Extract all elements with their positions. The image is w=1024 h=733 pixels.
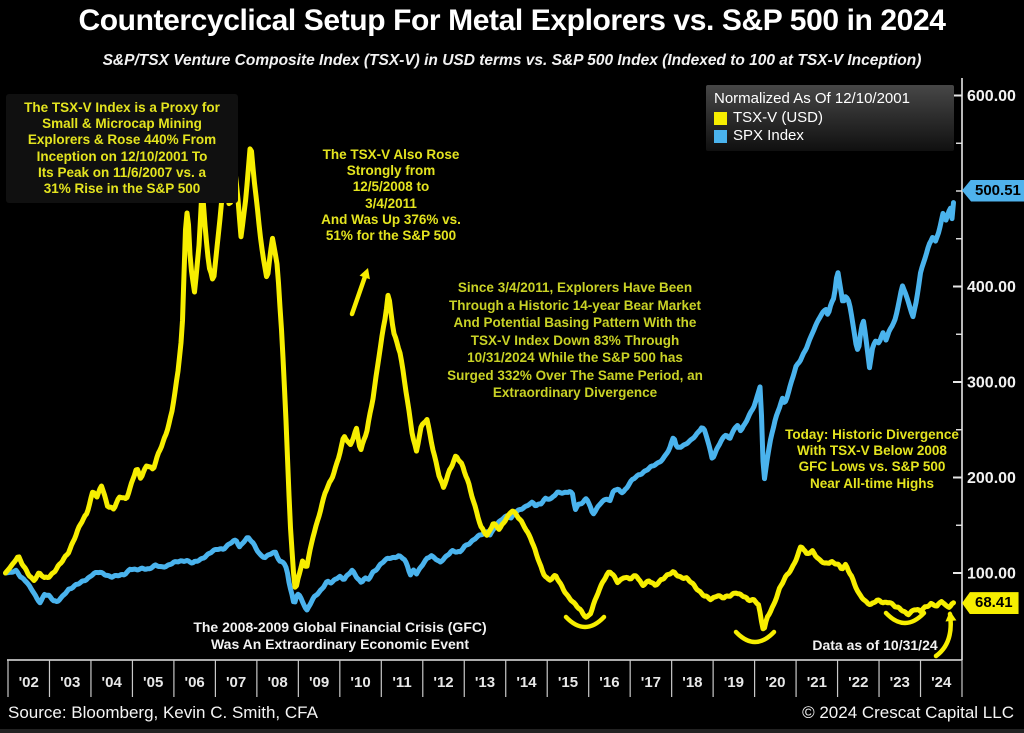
basing-arc-2020-low bbox=[733, 629, 777, 645]
annotation-today-divergence: Today: Historic Divergence With TSX-V Be… bbox=[785, 427, 959, 491]
x-axis-label: '17 bbox=[641, 674, 661, 691]
bottom-strip bbox=[0, 729, 1024, 733]
annotation-data-as-of: Data as of 10/31/24 bbox=[812, 637, 938, 653]
basing-arc-2015-low bbox=[563, 614, 607, 630]
y-axis-label: 400.00 bbox=[967, 279, 1016, 296]
x-axis-label: '13 bbox=[475, 674, 495, 691]
tsxv-value-tag: 68.41 bbox=[962, 592, 1019, 615]
source-note: Source: Bloomberg, Kevin C. Smith, CFA bbox=[8, 703, 318, 722]
x-axis-label: '08 bbox=[267, 674, 287, 691]
x-axis-label: '10 bbox=[350, 674, 370, 691]
annotation-2008-2011-rally: The TSX-V Also Rose Strongly from 12/5/2… bbox=[321, 147, 461, 243]
x-axis-label: '16 bbox=[599, 674, 619, 691]
y-axis-label: 100.00 bbox=[967, 566, 1016, 583]
basing-arc-2023-low bbox=[883, 610, 927, 626]
legend-box: Normalized As Of 12/10/2001 TSX-V (USD) … bbox=[706, 85, 954, 151]
copyright-note: © 2024 Crescat Capital LLC bbox=[802, 703, 1014, 722]
axes: 600.00 400.00 300.00 200.00 100.00 bbox=[7, 78, 1016, 697]
legend-item-label: TSX-V (USD) bbox=[733, 109, 823, 126]
chart-subtitle: S&P/TSX Venture Composite Index (TSX-V) … bbox=[102, 52, 922, 69]
x-axis-label: '02 bbox=[19, 674, 39, 691]
y-axis-label: 600.00 bbox=[967, 88, 1016, 105]
annotation-tsxv-proxy: The TSX-V Index is a Proxy for Small & M… bbox=[6, 94, 238, 204]
spx-legend-swatch-icon bbox=[714, 129, 727, 143]
annotation-gfc-note: The 2008-2009 Global Financial Crisis (G… bbox=[193, 619, 487, 652]
annotation-bear-market: Since 3/4/2011, Explorers Have Been Thro… bbox=[447, 280, 703, 401]
tsxv-legend-swatch-icon bbox=[714, 111, 727, 125]
x-axis-label: '09 bbox=[309, 674, 329, 691]
x-axis-label: '03 bbox=[60, 674, 80, 691]
x-axis-label: '19 bbox=[724, 674, 744, 691]
x-axis-label: '15 bbox=[558, 674, 578, 691]
x-axis-label: '21 bbox=[807, 674, 827, 691]
legend-title: Normalized As Of 12/10/2001 bbox=[714, 90, 910, 107]
x-axis-label: '04 bbox=[102, 674, 123, 691]
x-axis-label: '07 bbox=[226, 674, 246, 691]
x-axis-label: '06 bbox=[185, 674, 205, 691]
y-axis-label: 300.00 bbox=[967, 375, 1016, 392]
x-axis-label: '20 bbox=[765, 674, 785, 691]
x-axis-label: '22 bbox=[848, 674, 868, 691]
x-axis-label: '18 bbox=[682, 674, 702, 691]
arrow-to-2011-peak bbox=[349, 274, 368, 317]
legend-item-label: SPX Index bbox=[733, 127, 804, 144]
series-line-tsx-v-usd- bbox=[3, 146, 956, 632]
y-axis-label: 200.00 bbox=[967, 470, 1016, 487]
x-axis-label: '24 bbox=[931, 674, 952, 691]
spx-value-tag: 500.51 bbox=[962, 179, 1024, 202]
x-axis-label: '23 bbox=[890, 674, 910, 691]
x-axis-label: '12 bbox=[433, 674, 453, 691]
x-axis-labels: '02 '03 '04 '05 '06 '07 '08 '09 '10 '11 '12 '13 '14 '… bbox=[19, 674, 952, 691]
x-axis-label: '14 bbox=[516, 674, 537, 691]
legend-item-spx: SPX Index bbox=[714, 127, 946, 145]
x-axis-label: '05 bbox=[143, 674, 163, 691]
legend-item-tsxv: TSX-V (USD) bbox=[714, 109, 946, 127]
series-line-spx-index bbox=[3, 200, 956, 613]
x-axis-label: '11 bbox=[392, 674, 411, 691]
page-title: Countercyclical Setup For Metal Explorer… bbox=[78, 4, 946, 37]
